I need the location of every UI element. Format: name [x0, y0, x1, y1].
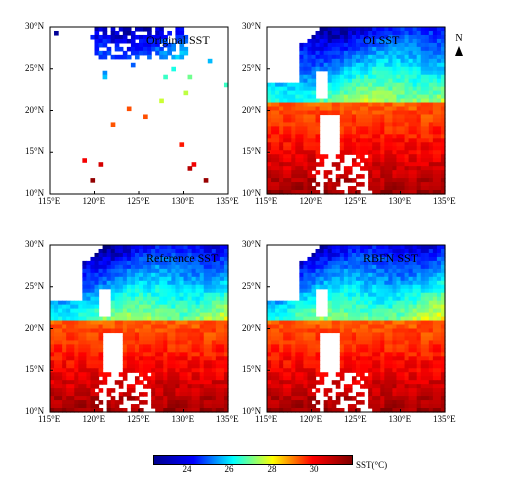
longitude-tick-label: 135°E — [433, 414, 456, 424]
latitude-tick-label: 30°N — [242, 239, 262, 249]
panel-title: RBFN SST — [363, 251, 419, 265]
longitude-tick-label: 120°E — [299, 414, 323, 424]
latitude-tick-label: 15°N — [25, 364, 45, 375]
latitude-tick-label: 15°N — [242, 364, 262, 375]
panel-title: Reference SST — [146, 251, 219, 265]
longitude-tick-label: 130°E — [171, 414, 195, 424]
colorbar-unit-label: SST(°C) — [356, 460, 388, 470]
latitude-tick-label: 20°N — [242, 322, 262, 333]
latitude-tick-label: 15°N — [242, 146, 262, 157]
longitude-tick-label: 125°E — [127, 414, 150, 424]
longitude-tick-label: 120°E — [82, 414, 106, 424]
longitude-tick-label: 115°E — [38, 414, 61, 424]
latitude-tick-label: 25°N — [25, 62, 45, 73]
latitude-tick-label: 20°N — [25, 322, 45, 333]
longitude-tick-label: 125°E — [127, 196, 150, 206]
panel-title: Original SST — [146, 33, 210, 47]
latitude-tick-label: 30°N — [25, 21, 45, 31]
longitude-tick-label: 120°E — [299, 196, 323, 206]
latitude-tick-label: 25°N — [242, 280, 262, 291]
colorbar-tick: 30 — [309, 464, 319, 474]
longitude-tick-label: 125°E — [344, 196, 367, 206]
north-arrow-icon: N — [453, 33, 465, 56]
colorbar-tick: 26 — [224, 464, 234, 474]
latitude-tick-label: 20°N — [242, 104, 262, 115]
latitude-tick-label: 15°N — [25, 146, 45, 157]
latitude-tick-label: 10°N — [25, 406, 45, 416]
latitude-tick-label: 20°N — [25, 104, 45, 115]
longitude-tick-label: 135°E — [216, 196, 239, 206]
latitude-tick-label: 30°N — [242, 21, 262, 31]
longitude-tick-label: 120°E — [82, 196, 106, 206]
longitude-tick-label: 125°E — [344, 414, 367, 424]
latitude-tick-label: 10°N — [242, 188, 262, 198]
longitude-tick-label: 130°E — [171, 196, 195, 206]
colorbar-tick: 28 — [267, 464, 277, 474]
latitude-tick-label: 10°N — [25, 188, 45, 198]
latitude-tick-label: 25°N — [25, 280, 45, 291]
longitude-tick-label: 130°E — [388, 196, 412, 206]
colorbar — [153, 455, 353, 465]
longitude-tick-label: 115°E — [255, 414, 278, 424]
latitude-tick-label: 30°N — [25, 239, 45, 249]
longitude-tick-label: 115°E — [255, 196, 278, 206]
colorbar-tick: 24 — [182, 464, 192, 474]
longitude-tick-label: 135°E — [433, 196, 456, 206]
latitude-tick-label: 25°N — [242, 62, 262, 73]
longitude-tick-label: 115°E — [38, 196, 61, 206]
longitude-tick-label: 135°E — [216, 414, 239, 424]
longitude-tick-label: 130°E — [388, 414, 412, 424]
panel-title: OI SST — [363, 33, 400, 47]
latitude-tick-label: 10°N — [242, 406, 262, 416]
north-label: N — [455, 33, 463, 44]
